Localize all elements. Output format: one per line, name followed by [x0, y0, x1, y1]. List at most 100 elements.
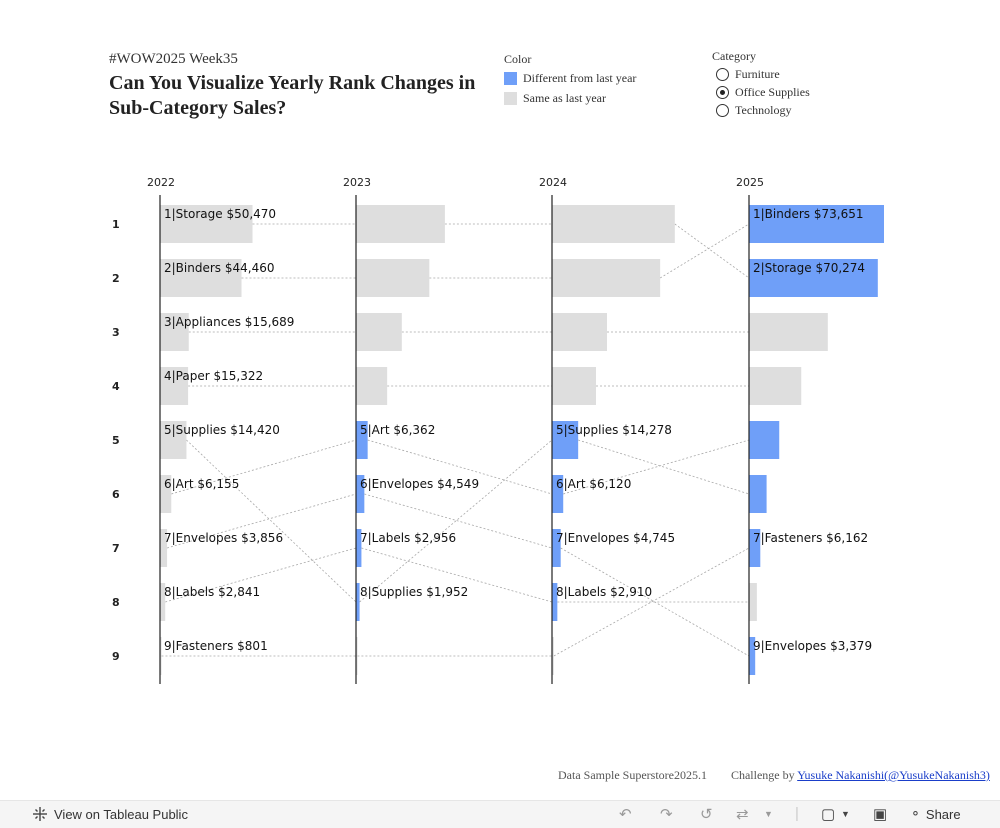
category-option-office-supplies[interactable]: Office Supplies: [712, 83, 810, 101]
rank-label-6: 6: [112, 488, 120, 501]
year-header-2022: 2022: [147, 176, 175, 189]
category-filter: Category Furniture Office Supplies Techn…: [712, 49, 810, 119]
divider: |: [795, 805, 799, 822]
data-label-2022-rank-6: 6|Art $6,155: [164, 477, 239, 491]
bar-appliances-2025[interactable]: [749, 313, 828, 351]
bar-fasteners-2025[interactable]: [749, 529, 761, 567]
rank-label-5: 5: [112, 434, 120, 447]
category-option-technology[interactable]: Technology: [712, 101, 810, 119]
refresh-icon[interactable]: ⇄: [736, 806, 749, 823]
legend-swatch-different: [504, 71, 517, 85]
bar-art-2022[interactable]: [160, 475, 172, 513]
rank-line-supplies: [578, 439, 750, 495]
rank-line-labels: [165, 547, 357, 603]
data-label-2022-rank-5: 5|Supplies $14,420: [164, 423, 280, 437]
legend-label-different: Different from last year: [523, 70, 637, 85]
data-label-2022-rank-1: 1|Storage $50,470: [164, 207, 276, 221]
bar-appliances-2024[interactable]: [552, 313, 607, 351]
rank-label-7: 7: [112, 542, 120, 555]
bar-envelopes-2025[interactable]: [749, 637, 756, 675]
bar-appliances-2023[interactable]: [356, 313, 402, 351]
rank-label-8: 8: [112, 596, 120, 609]
data-label-2025-rank-2: 2|Storage $70,274: [753, 261, 865, 275]
bar-envelopes-2024[interactable]: [552, 529, 561, 567]
legend-item-same[interactable]: Same as last year: [504, 88, 636, 108]
radio-selected-icon[interactable]: [716, 85, 729, 99]
dashboard-subtitle: #WOW2025 Week35: [109, 51, 238, 67]
data-label-2024-rank-5: 5|Supplies $14,278: [556, 423, 672, 437]
data-label-2022-rank-3: 3|Appliances $15,689: [164, 315, 294, 329]
bar-fasteners-2024[interactable]: [552, 637, 554, 675]
bar-storage-2025[interactable]: [749, 259, 878, 297]
fullscreen-icon[interactable]: ▣: [873, 806, 888, 823]
bar-storage-2024[interactable]: [552, 205, 675, 243]
data-label-2023-rank-7: 7|Labels $2,956: [360, 531, 456, 545]
bar-supplies-2022[interactable]: [160, 421, 187, 459]
bar-storage-2022[interactable]: [160, 205, 253, 243]
data-label-2025-rank-1: 1|Binders $73,651: [753, 207, 863, 221]
chevron-down-icon[interactable]: ▼: [764, 809, 773, 819]
bar-envelopes-2022[interactable]: [160, 529, 168, 567]
bar-art-2024[interactable]: [552, 475, 564, 513]
bar-paper-2025[interactable]: [749, 367, 802, 405]
bar-fasteners-2023[interactable]: [356, 637, 358, 675]
bar-paper-2023[interactable]: [356, 367, 388, 405]
rank-line-supplies: [359, 439, 553, 603]
data-label-2024-rank-6: 6|Art $6,120: [556, 477, 631, 491]
dashboard-title: Can You Visualize Yearly Rank Changes in…: [109, 72, 476, 119]
rank-line-labels: [361, 547, 553, 603]
sales-bars: [160, 205, 884, 675]
bar-storage-2023[interactable]: [356, 205, 445, 243]
legend-item-different[interactable]: Different from last year: [504, 68, 636, 88]
rank-label-2: 2: [112, 272, 120, 285]
rank-label-1: 1: [112, 218, 120, 231]
share-button[interactable]: ⚬ Share: [910, 806, 961, 822]
category-option-furniture[interactable]: Furniture: [712, 65, 810, 83]
chevron-down-icon[interactable]: ▼: [841, 809, 850, 819]
bar-labels-2025[interactable]: [749, 583, 757, 621]
data-label-2022-rank-4: 4|Paper $15,322: [164, 369, 263, 383]
bar-binders-2022[interactable]: [160, 259, 242, 297]
bar-art-2025[interactable]: [749, 421, 780, 459]
download-icon[interactable]: ▢: [821, 806, 836, 823]
bar-supplies-2025[interactable]: [749, 475, 767, 513]
bar-binders-2023[interactable]: [356, 259, 430, 297]
undo-icon[interactable]: ↶: [619, 806, 632, 823]
bar-supplies-2023[interactable]: [356, 583, 360, 621]
bar-fasteners-2022[interactable]: [160, 637, 162, 675]
bar-paper-2022[interactable]: [160, 367, 189, 405]
data-label-2022-rank-2: 2|Binders $44,460: [164, 261, 274, 275]
tableau-toolbar: View on Tableau Public ↶ ↷ ↺ ⇄ ▼ | ▢ ▼ ▣…: [0, 800, 1000, 828]
radio-icon[interactable]: [716, 67, 729, 81]
bar-binders-2024[interactable]: [552, 259, 661, 297]
rank-label-3: 3: [112, 326, 120, 339]
bar-envelopes-2023[interactable]: [356, 475, 365, 513]
rank-line-fasteners: [553, 547, 750, 657]
bar-supplies-2024[interactable]: [552, 421, 579, 459]
bar-labels-2023[interactable]: [356, 529, 362, 567]
rank-line-supplies: [186, 439, 357, 603]
author-link[interactable]: Yusuke Nakanishi(@YusukeNakanish3): [797, 768, 990, 782]
view-on-tableau-button[interactable]: View on Tableau Public: [32, 806, 188, 822]
category-option-label: Office Supplies: [735, 84, 810, 99]
rank-label-9: 9: [112, 650, 120, 663]
bar-labels-2024[interactable]: [552, 583, 558, 621]
radio-icon[interactable]: [716, 103, 729, 117]
rank-label-4: 4: [112, 380, 120, 393]
redo-icon[interactable]: ↷: [660, 806, 673, 823]
share-icon: ⚬: [910, 806, 921, 821]
revert-icon[interactable]: ↺: [700, 806, 713, 823]
bar-art-2023[interactable]: [356, 421, 368, 459]
rank-line-envelopes: [364, 493, 553, 549]
bar-labels-2022[interactable]: [160, 583, 166, 621]
data-label-2023-rank-8: 8|Supplies $1,952: [360, 585, 468, 599]
bar-appliances-2022[interactable]: [160, 313, 189, 351]
category-filter-title: Category: [712, 49, 756, 63]
rank-line-art: [563, 439, 750, 495]
data-label-2025-rank-7: 7|Fasteners $6,162: [753, 531, 868, 545]
bar-binders-2025[interactable]: [749, 205, 884, 243]
data-source-text: Data Sample Superstore2025.1: [558, 768, 707, 782]
year-header-2024: 2024: [539, 176, 567, 189]
bar-paper-2024[interactable]: [552, 367, 596, 405]
year-header-2023: 2023: [343, 176, 371, 189]
